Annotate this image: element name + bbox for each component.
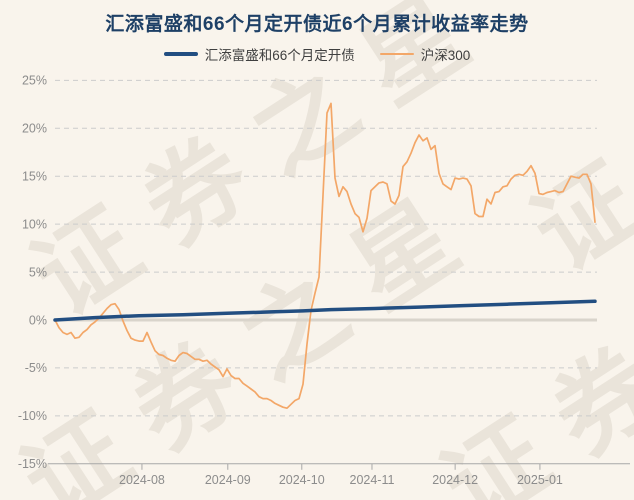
x-tick-label: 2025-01 [517, 473, 563, 487]
fund-line-swatch [163, 52, 198, 56]
y-tick-label: 15% [22, 170, 47, 184]
x-tick-label: 2024-09 [205, 473, 251, 487]
y-tick-label: -5% [25, 361, 47, 375]
legend-item-fund[interactable]: 汇添富盛和66个月定开债 [163, 44, 355, 64]
legend-label-fund: 汇添富盛和66个月定开债 [204, 48, 355, 63]
legend-item-csi300[interactable]: 沪深300 [379, 44, 471, 64]
y-tick-label: 5% [29, 265, 47, 279]
x-tick-label: 2024-11 [350, 473, 395, 487]
csi300-line-swatch [379, 53, 414, 55]
x-tick-label: 2024-12 [432, 473, 478, 487]
y-tick-label: 10% [22, 217, 47, 231]
legend-label-csi300: 沪深300 [420, 48, 471, 63]
y-tick-label: 25% [22, 74, 47, 88]
y-tick-label: 0% [29, 313, 47, 327]
x-tick-label: 2024-10 [279, 473, 325, 487]
fund-series-line [53, 299, 597, 322]
x-tick-label: 2024-08 [119, 473, 165, 487]
y-tick-label: -15% [18, 457, 47, 471]
page-title: 汇添富盛和66个月定开债近6个月累计收益率走势 [105, 14, 529, 35]
legend: 汇添富盛和66个月定开债 沪深300 [0, 44, 634, 64]
csi300-series-line [54, 102, 596, 410]
y-tick-label: -10% [18, 409, 47, 423]
y-tick-label: 20% [22, 122, 47, 136]
